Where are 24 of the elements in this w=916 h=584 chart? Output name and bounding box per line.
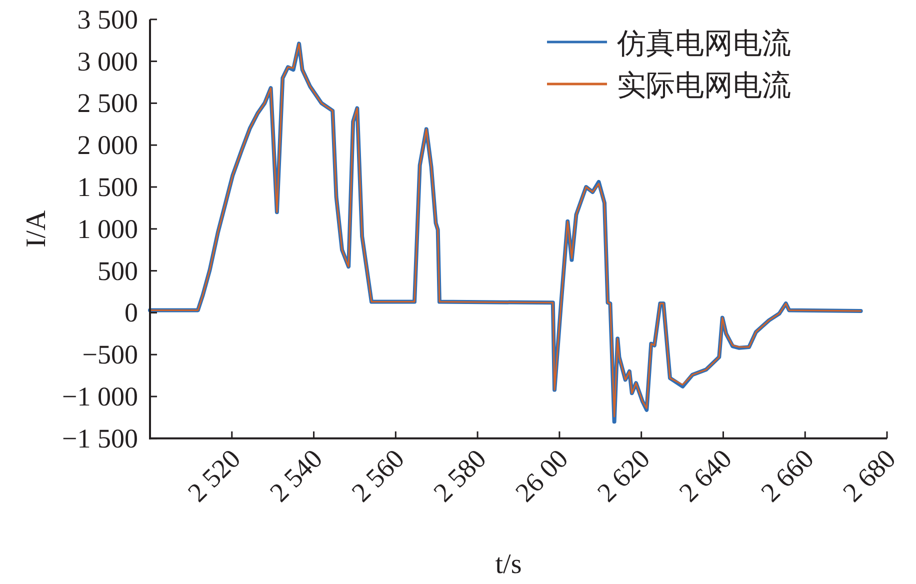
y-tick-label: 3 000 [77, 46, 138, 76]
x-tick-label: 26 00 [510, 443, 574, 508]
y-tick-label: 500 [98, 256, 138, 286]
legend-label: 实际电网电流 [617, 70, 791, 102]
x-tick-label: 2 580 [428, 443, 492, 508]
y-tick-label: −1 500 [62, 423, 138, 454]
x-tick-label: 2 660 [755, 443, 820, 508]
y-tick-label: 1 000 [77, 214, 138, 244]
y-tick-label: −500 [82, 340, 138, 370]
y-tick-label: 2 500 [77, 88, 138, 118]
y-tick-label: 2 000 [77, 130, 138, 160]
x-tick-label: 2 520 [182, 443, 246, 508]
y-tick-label: 0 [124, 298, 138, 328]
x-tick-label: 2 620 [591, 443, 656, 508]
y-tick-label: 3 500 [77, 4, 138, 34]
legend-label: 仿真电网电流 [616, 28, 791, 60]
y-tick-label: 1 500 [77, 172, 138, 202]
x-tick-label: 2 640 [673, 443, 738, 508]
x-axis-title: t/s [495, 549, 522, 580]
y-tick-label: −1 000 [62, 382, 138, 412]
x-tick-label: 2 680 [837, 443, 902, 508]
x-tick-label: 2 560 [346, 443, 410, 508]
y-axis-title: I/A [21, 209, 52, 248]
x-tick-label: 2 540 [264, 443, 328, 508]
